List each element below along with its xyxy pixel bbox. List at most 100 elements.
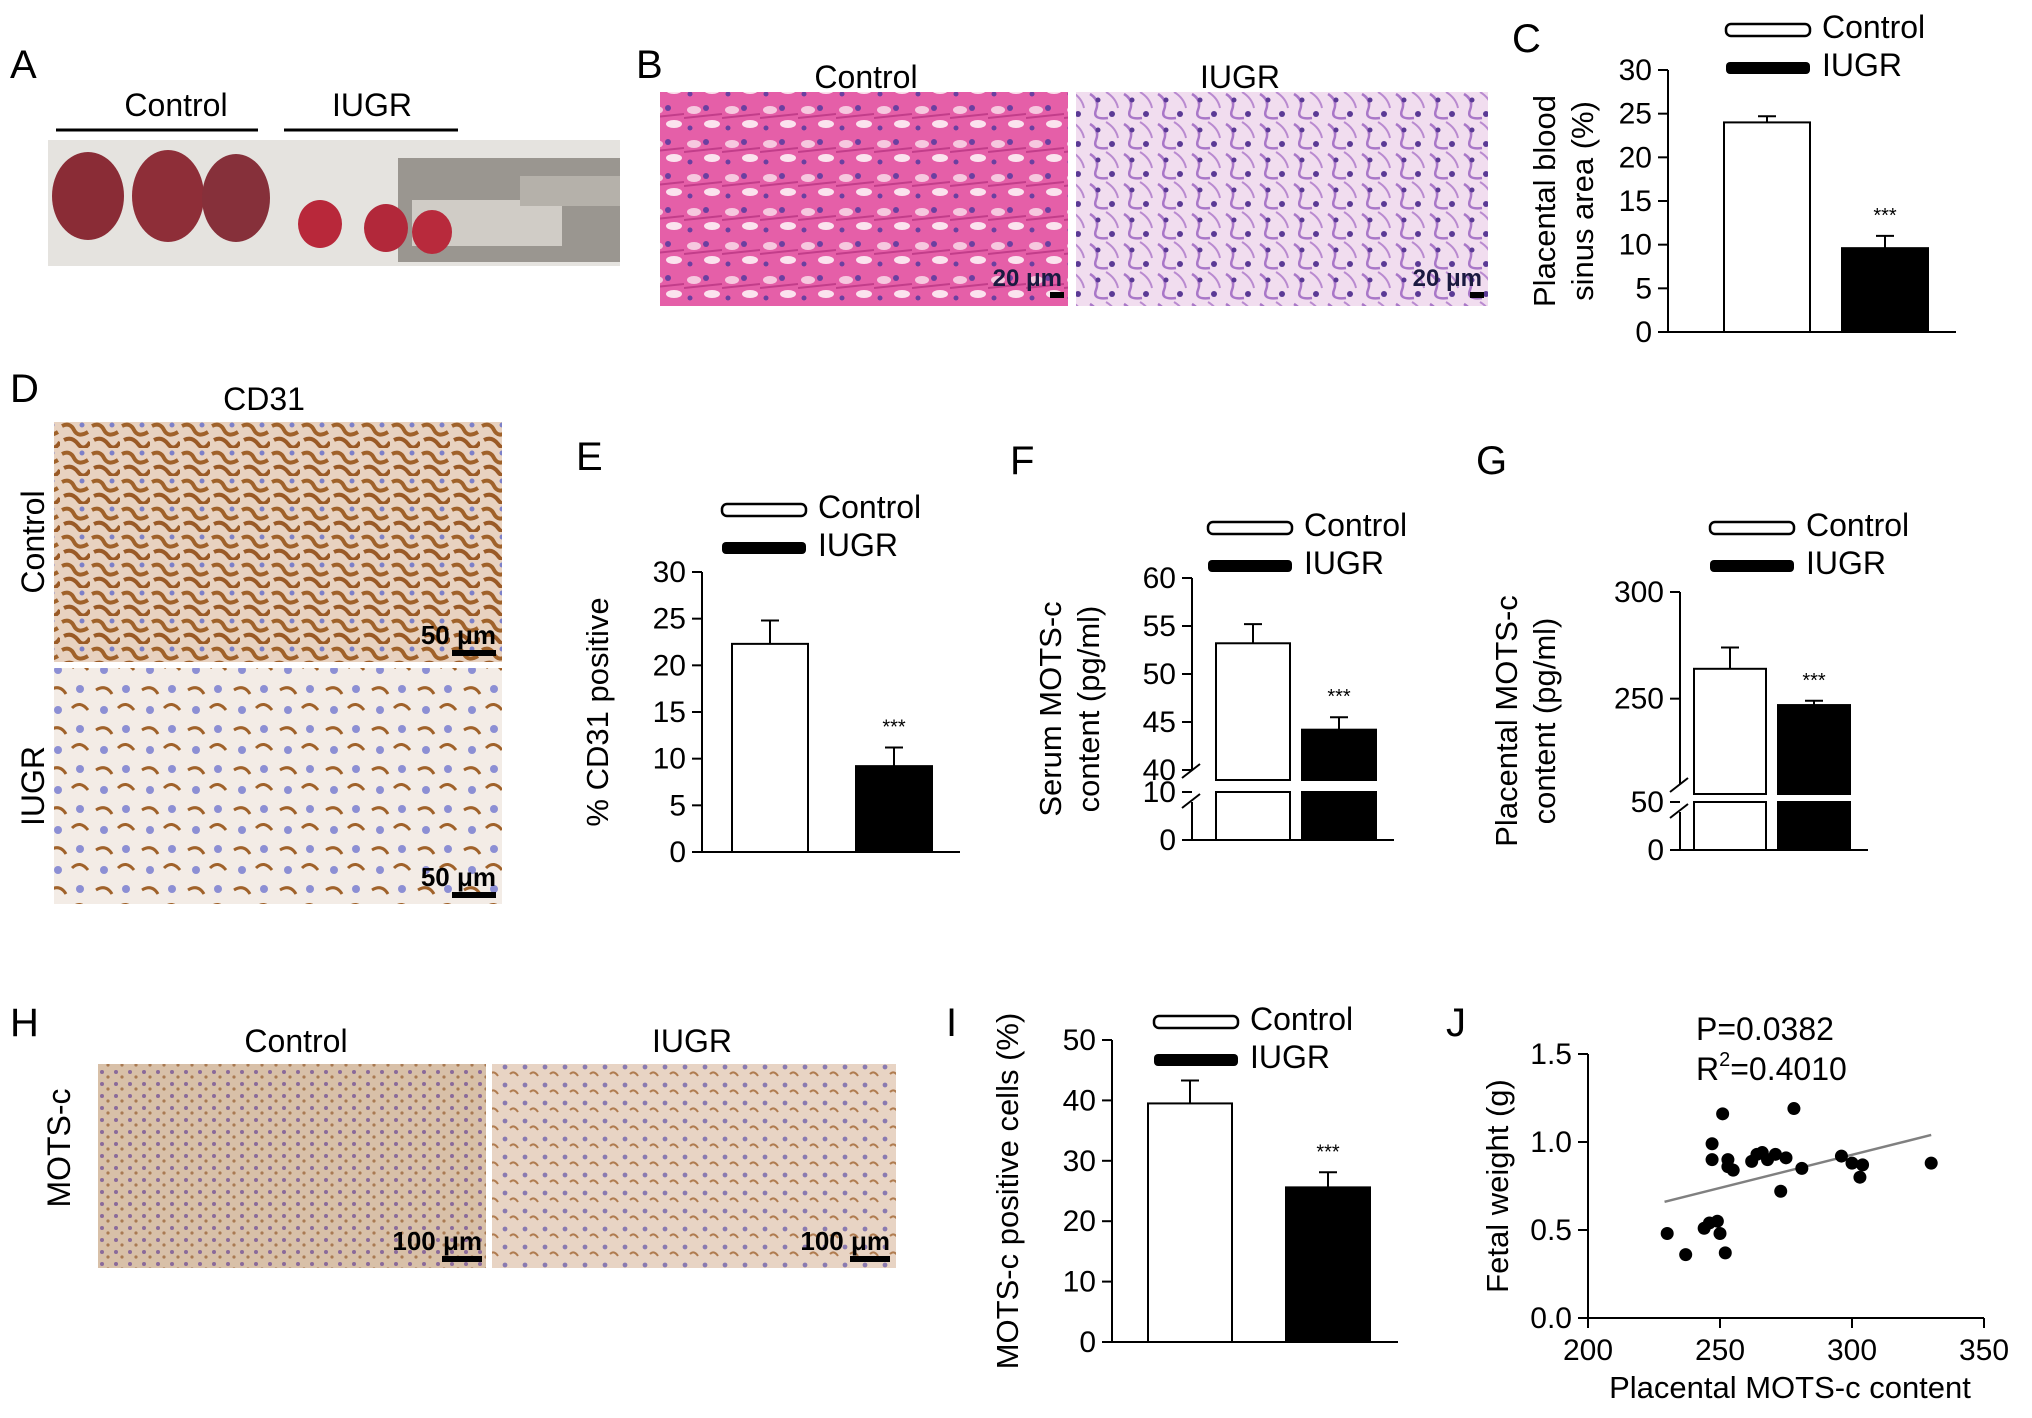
bar-iugr-upper: [1301, 728, 1377, 781]
legend-label-iugr: IUGR: [818, 527, 898, 563]
y-axis-label: MOTS-c positive cells (%): [990, 1013, 1025, 1370]
significance-marker: ***: [1316, 1141, 1340, 1163]
scale-bar: [1050, 292, 1064, 298]
y-tick-label: 20: [1063, 1205, 1096, 1238]
bar-control: [1147, 1102, 1233, 1344]
significance-marker: ***: [882, 716, 906, 738]
data-point: [1710, 1214, 1724, 1228]
y-tick-label: 0.5: [1530, 1214, 1572, 1247]
legend-swatch-iugr: [1710, 560, 1794, 572]
data-point: [1705, 1153, 1719, 1167]
y-tick-label: 5: [1635, 272, 1652, 305]
panel-letter-h: H: [10, 1001, 39, 1045]
data-point: [1705, 1137, 1719, 1151]
y-tick-label: 0.0: [1530, 1302, 1572, 1335]
panel-letter-c: C: [1512, 17, 1541, 61]
data-point: [1853, 1170, 1867, 1184]
legend-swatch-control: [1206, 520, 1294, 536]
significance-marker: ***: [1873, 205, 1897, 227]
y-tick-label: 0: [1647, 834, 1664, 867]
y-tick-label: 0: [1159, 824, 1176, 857]
panel-title-cd31: CD31: [223, 381, 305, 417]
legend-swatch-control: [1152, 1014, 1240, 1030]
y-tick-label: 60: [1143, 562, 1176, 595]
y-axis-label: Placental MOTS-c: [1489, 595, 1524, 847]
y-tick-label: 40: [1063, 1084, 1096, 1117]
y-tick-label: 0: [1079, 1326, 1096, 1359]
legend-swatch-control: [1724, 22, 1812, 38]
axis-break-mark: [1669, 777, 1689, 793]
label-iugr: IUGR: [652, 1023, 732, 1059]
legend-label-iugr: IUGR: [1822, 47, 1902, 83]
data-point: [1713, 1227, 1727, 1241]
significance-marker: ***: [1327, 686, 1351, 708]
data-point: [1768, 1147, 1782, 1161]
data-point: [1795, 1161, 1809, 1175]
bar-iugr-lower: [1301, 791, 1377, 841]
scale-bar: [442, 1256, 482, 1262]
panel-letter-f: F: [1010, 439, 1034, 483]
data-point: [1774, 1184, 1788, 1198]
data-point: [1716, 1107, 1730, 1121]
legend-label-control: Control: [1304, 507, 1407, 543]
bar-iugr: [1841, 247, 1929, 333]
panel-d: D CD31 Control IUGR 50 μm 50 μm: [10, 367, 502, 904]
legend-label-control: Control: [1822, 9, 1925, 45]
scale-bar-label: 20 μm: [993, 265, 1062, 292]
y-axis-label: content (pg/ml): [1071, 606, 1106, 813]
y-tick-label: 25: [1619, 98, 1652, 131]
legend-swatch-iugr: [722, 542, 806, 554]
panel-letter-i: I: [946, 1001, 957, 1045]
label-control: Control: [124, 87, 227, 123]
bar-iugr-upper: [1777, 704, 1851, 795]
x-tick-label: 200: [1563, 1334, 1613, 1367]
x-axis-label: Placental MOTS-c content: [1609, 1370, 1971, 1405]
y-tick-label: 50: [1631, 786, 1664, 819]
y-tick-label: 30: [1619, 54, 1652, 87]
panel-b: B Control IUGR 20 μm 20 μm: [636, 43, 1488, 306]
label-iugr: IUGR: [332, 87, 412, 123]
y-axis-label: Serum MOTS-c: [1033, 601, 1068, 816]
scale-bar-label: 50 μm: [421, 620, 496, 650]
y-axis-label: Placental blood: [1527, 95, 1562, 307]
y-tick-label: 250: [1614, 683, 1664, 716]
scale-bar: [452, 650, 496, 656]
data-point: [1924, 1156, 1938, 1170]
panel-letter-b: B: [636, 43, 663, 87]
cd31-image-iugr: [54, 668, 502, 904]
y-tick-label: 20: [653, 649, 686, 682]
annotation-r-squared: R2=0.4010: [1696, 1049, 1847, 1087]
scale-bar-label: 100 μm: [800, 1226, 890, 1256]
data-point: [1787, 1102, 1801, 1116]
he-image-iugr: [1076, 92, 1488, 306]
bar-control-lower: [1215, 791, 1291, 841]
he-image-control: [660, 92, 1068, 306]
panel-a: A Control IUGR: [10, 43, 620, 266]
mots-c-image-control: [98, 1064, 486, 1268]
scale-bar-label: 50 μm: [421, 862, 496, 892]
y-tick-label: 15: [1619, 185, 1652, 218]
axis-break-mark: [1181, 793, 1201, 809]
y-tick-label: 20: [1619, 141, 1652, 174]
legend-swatch-iugr: [1208, 560, 1292, 572]
legend-label-iugr: IUGR: [1806, 545, 1886, 581]
panel-letter-d: D: [10, 367, 39, 411]
data-point: [1660, 1227, 1674, 1241]
y-tick-label: 10: [653, 743, 686, 776]
x-tick-label: 350: [1959, 1334, 2009, 1367]
data-point: [1779, 1151, 1793, 1165]
y-tick-label: 0: [669, 836, 686, 869]
scale-bar: [850, 1256, 890, 1262]
data-point: [1845, 1156, 1859, 1170]
bar-control-lower: [1693, 801, 1767, 851]
data-point: [1834, 1149, 1848, 1163]
legend-label-iugr: IUGR: [1250, 1039, 1330, 1075]
legend-label-control: Control: [818, 489, 921, 525]
y-tick-label: 0: [1635, 316, 1652, 349]
bar-iugr: [1285, 1186, 1371, 1343]
y-tick-label: 50: [1063, 1024, 1096, 1057]
